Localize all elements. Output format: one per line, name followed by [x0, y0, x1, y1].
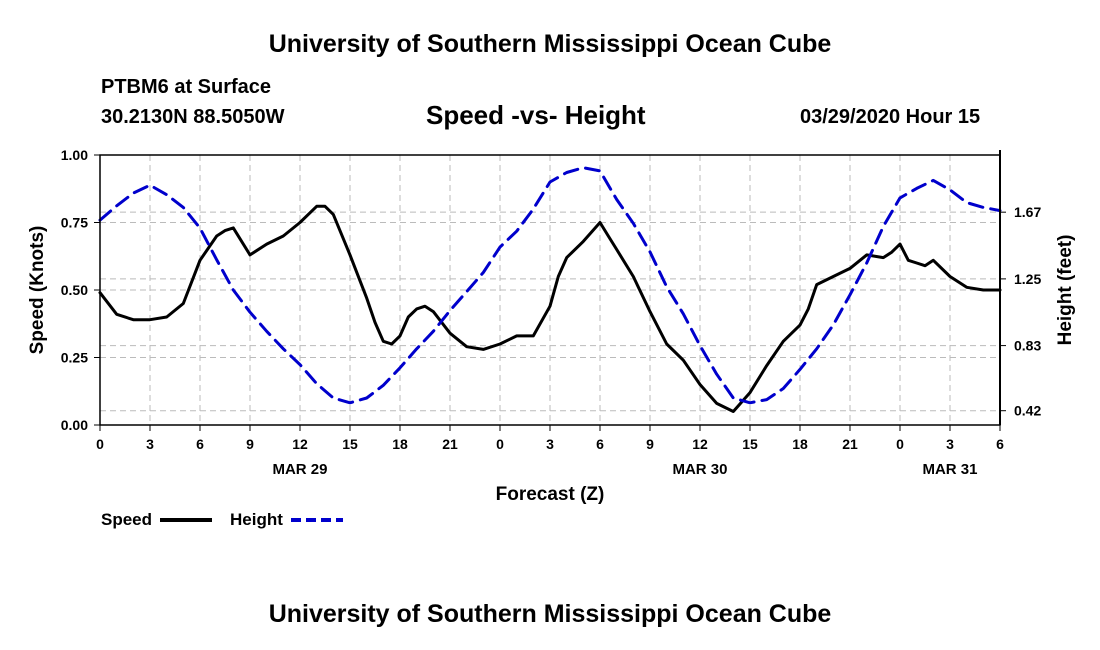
x-tick-label: 6: [196, 436, 204, 452]
series-speed-line: [98, 204, 1002, 413]
x-tick-label: 3: [946, 436, 954, 452]
x-tick-label: 9: [646, 436, 654, 452]
x-tick-label: 6: [596, 436, 604, 452]
x-tick-label: 3: [546, 436, 554, 452]
x-tick-label: 0: [496, 436, 504, 452]
x-date-label: MAR 30: [672, 461, 727, 478]
x-tick-label: 18: [392, 436, 408, 452]
grid-layer: [100, 155, 1000, 425]
x-tick-label: 15: [342, 436, 358, 452]
x-tick-label: 0: [96, 436, 104, 452]
station-coords: 30.2130N 88.5050W: [101, 106, 285, 128]
y-tick-label: 1.00: [61, 147, 88, 163]
x-tick-label: 0: [896, 436, 904, 452]
x-axis-title: Forecast (Z): [496, 484, 605, 505]
page-title: University of Southern Mississippi Ocean…: [268, 30, 832, 58]
legend-label-speed: Speed: [101, 510, 152, 529]
y2-tick-label: 1.67: [1014, 204, 1041, 220]
x-tick-label: 12: [692, 436, 708, 452]
station-name: PTBM6 at Surface: [101, 76, 272, 98]
y-tick-label: 0.50: [61, 282, 88, 298]
x-tick-label: 3: [146, 436, 154, 452]
y-axis-title: Speed (Knots): [27, 226, 48, 355]
y2-tick-label: 1.25: [1014, 271, 1041, 287]
legend: Speed Height: [101, 510, 343, 529]
y-tick-label: 0.25: [61, 350, 88, 366]
x-tick-label: 15: [742, 436, 758, 452]
x-date-label: MAR 29: [272, 461, 327, 478]
x-tick-label: 18: [792, 436, 808, 452]
x-date-label: MAR 31: [922, 461, 977, 478]
x-tick-label: 21: [442, 436, 458, 452]
series-layer: [98, 166, 1002, 413]
x-tick-label: 6: [996, 436, 1004, 452]
chart-title: Speed -vs- Height: [426, 100, 646, 130]
y2-axis-title: Height (feet): [1055, 235, 1076, 346]
legend-label-height: Height: [230, 510, 283, 529]
y2-tick-label: 0.42: [1014, 403, 1041, 419]
forecast-timestamp: 03/29/2020 Hour 15: [800, 106, 981, 128]
series-height-line: [98, 166, 1002, 405]
x-tick-label: 9: [246, 436, 254, 452]
labels-layer: Forecast (Z) Speed (Knots) Height (feet)…: [27, 147, 1076, 505]
y2-tick-label: 0.83: [1014, 338, 1041, 354]
x-tick-label: 21: [842, 436, 858, 452]
y-tick-label: 0.75: [61, 215, 88, 231]
page-footer-title: University of Southern Mississippi Ocean…: [268, 600, 832, 628]
ticks-layer: [94, 154, 1006, 431]
x-tick-label: 12: [292, 436, 308, 452]
y-tick-label: 0.00: [61, 417, 88, 433]
